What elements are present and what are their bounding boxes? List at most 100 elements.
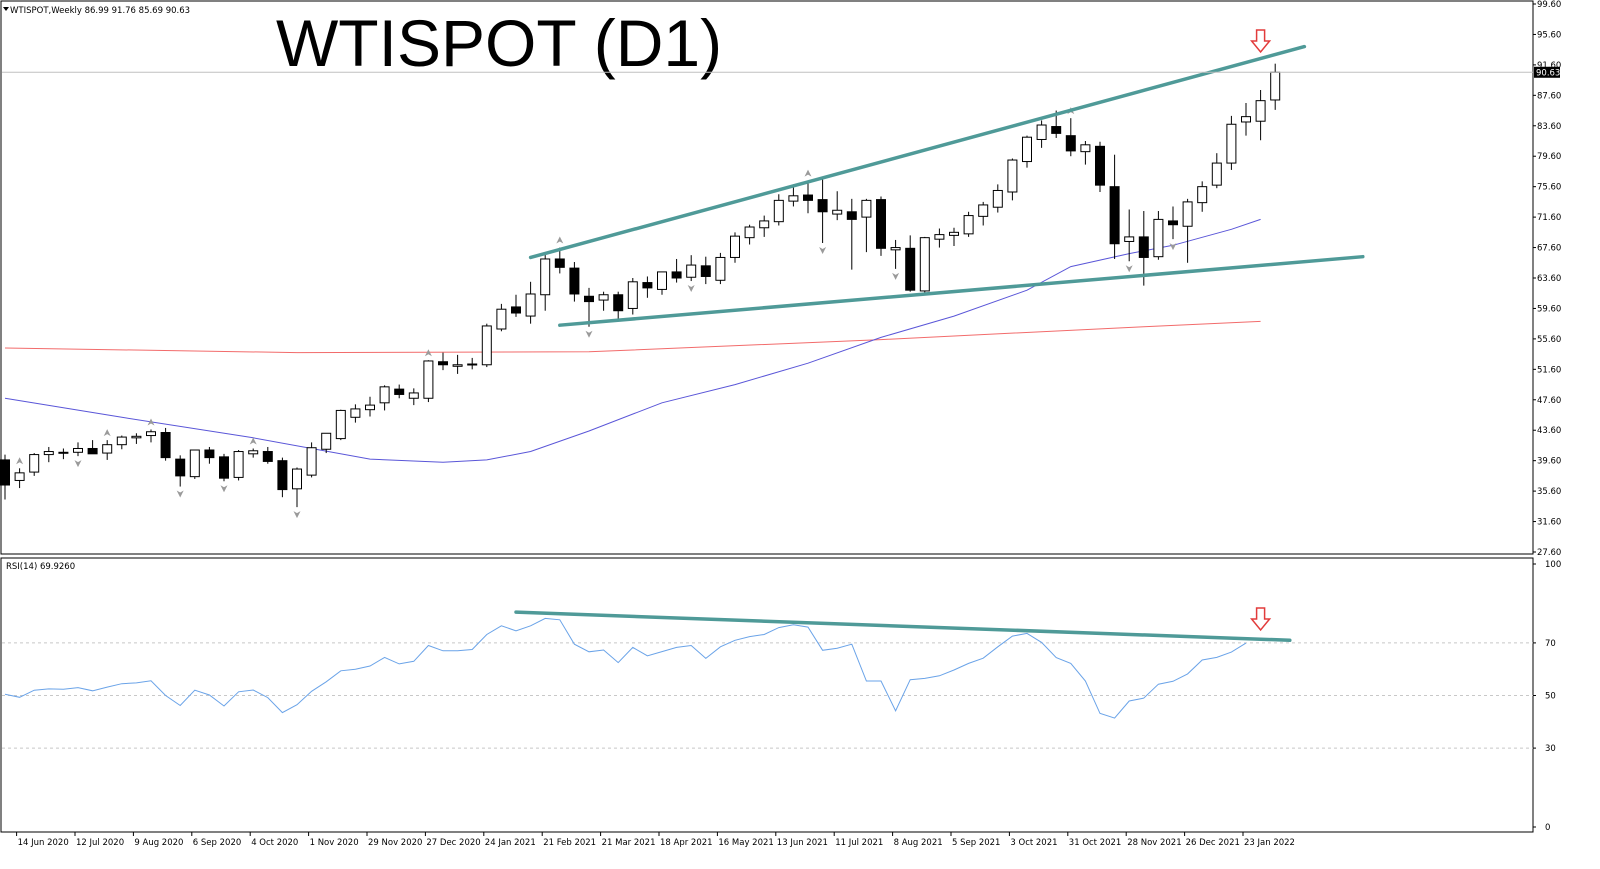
price-trendline (558, 254, 1365, 327)
candle-bull (233, 451, 244, 478)
fractal-down-icon (819, 246, 827, 254)
rsi-axis: 100 70 50 30 0 (1533, 560, 1561, 833)
candle-bull (686, 264, 697, 278)
rsi-axis-label: 0 (1545, 823, 1550, 833)
price-axis-label: 27.60 (1537, 548, 1561, 558)
candle-bear (642, 282, 653, 289)
time-axis-label: 12 Jul 2020 (76, 838, 124, 848)
candle-bull (919, 237, 930, 292)
candle-bear (87, 447, 98, 455)
price-axis-label: 43.60 (1537, 426, 1561, 436)
fractal-up-icon (556, 236, 564, 244)
candle-bull (14, 472, 25, 481)
time-axis-label: 14 Jun 2020 (18, 838, 69, 848)
candle-bull (934, 234, 945, 240)
time-axis-label: 29 Nov 2020 (368, 838, 422, 848)
price-axis-label: 47.60 (1537, 396, 1561, 406)
candle-bear (1109, 186, 1120, 245)
candle-bull (715, 256, 726, 281)
candle-bull (29, 454, 40, 473)
current-price-tag (1534, 66, 1560, 78)
candle-bear (1051, 126, 1062, 134)
candle-bull (861, 199, 872, 218)
chart-big-title: WTISPOT (D1) (276, 6, 722, 80)
candle-bull (1080, 144, 1091, 153)
time-axis-label: 11 Jul 2021 (835, 838, 883, 848)
fractal-up-icon (16, 457, 24, 465)
candle-bull (773, 199, 784, 223)
price-axis-label: 63.60 (1537, 274, 1561, 284)
candle-bull (1036, 124, 1047, 140)
candle-bear (700, 265, 711, 277)
price-axis-label: 83.60 (1537, 122, 1561, 132)
rsi-sell-arrow-icon (1250, 607, 1272, 632)
candle-bull (496, 308, 507, 330)
time-axis-label: 26 Dec 2021 (1186, 838, 1240, 848)
fractal-down-icon (687, 285, 695, 293)
candle-bull (1270, 71, 1281, 101)
candle-bear (1168, 220, 1178, 226)
fractal-down-icon (176, 490, 184, 498)
fractal-up-icon (804, 169, 812, 177)
fractal-down-icon (293, 511, 301, 519)
dropdown-triangle-icon[interactable] (3, 7, 9, 11)
price-axis-label: 39.60 (1537, 457, 1561, 467)
price-panel-frame (0, 0, 1534, 555)
time-axis-label: 23 Jan 2022 (1244, 838, 1295, 848)
price-axis-label: 91.60 (1537, 61, 1561, 71)
fractal-up-icon (249, 437, 257, 445)
candle-bull (365, 404, 375, 411)
price-axis-label: 87.60 (1537, 91, 1561, 101)
time-axis-label: 4 Oct 2020 (251, 838, 298, 848)
price-axis-label: 55.60 (1537, 335, 1561, 345)
time-axis-label: 18 Apr 2021 (660, 838, 713, 848)
time-axis-label: 9 Aug 2020 (134, 838, 183, 848)
candle-bull (730, 235, 740, 258)
fractal-up-icon (424, 349, 432, 357)
time-axis-label: 1 Nov 2020 (310, 838, 359, 848)
price-axis-label: 79.60 (1537, 152, 1561, 162)
price-axis-label: 35.60 (1537, 487, 1561, 497)
candle-bull (832, 209, 843, 215)
candle-bear (1095, 145, 1105, 186)
fractal-down-icon (1169, 243, 1177, 251)
rsi-axis-label: 70 (1545, 639, 1556, 649)
candle-bull (1182, 201, 1193, 227)
candle-bull (525, 293, 536, 317)
candle-bull (992, 189, 1003, 208)
rsi-trendline (514, 610, 1292, 643)
moving-averages (4, 218, 1261, 463)
candle-bull (408, 392, 419, 399)
current-price-tag-label: 90.63 (1536, 68, 1560, 78)
candle-bull (306, 447, 317, 476)
candle-bear (905, 247, 916, 291)
candle-bull (481, 325, 492, 366)
price-axis-label: 59.60 (1537, 304, 1561, 314)
candle-bear (262, 451, 273, 462)
candle-bear (613, 294, 624, 312)
rsi-levels (2, 642, 1533, 749)
fractal-up-icon (147, 418, 155, 426)
candle-bull (189, 449, 200, 478)
time-axis-label: 24 Jan 2021 (485, 838, 536, 848)
rsi-axis-label: 50 (1545, 692, 1556, 702)
fractal-down-icon (74, 460, 82, 468)
fractals (16, 107, 1177, 519)
fractal-down-icon (585, 330, 593, 338)
candle-bull (452, 364, 463, 367)
time-axis-label: 21 Feb 2021 (543, 838, 596, 848)
price-axis-label: 71.60 (1537, 213, 1561, 223)
trendlines[interactable] (514, 44, 1365, 643)
candle-bear (160, 432, 171, 459)
slow-moving-average-line (4, 320, 1261, 354)
rsi-series (4, 617, 1247, 719)
candle-bull (58, 451, 69, 454)
rsi-axis-label: 100 (1545, 560, 1561, 570)
candle-bull (1211, 162, 1222, 186)
fractal-down-icon (220, 485, 228, 493)
candle-bull (1124, 236, 1135, 242)
candle-bear (511, 306, 521, 314)
candle-bull (1241, 116, 1251, 123)
chart-header-symbol: WTISPOT,Weekly 86.99 91.76 85.69 90.63 (10, 6, 190, 16)
